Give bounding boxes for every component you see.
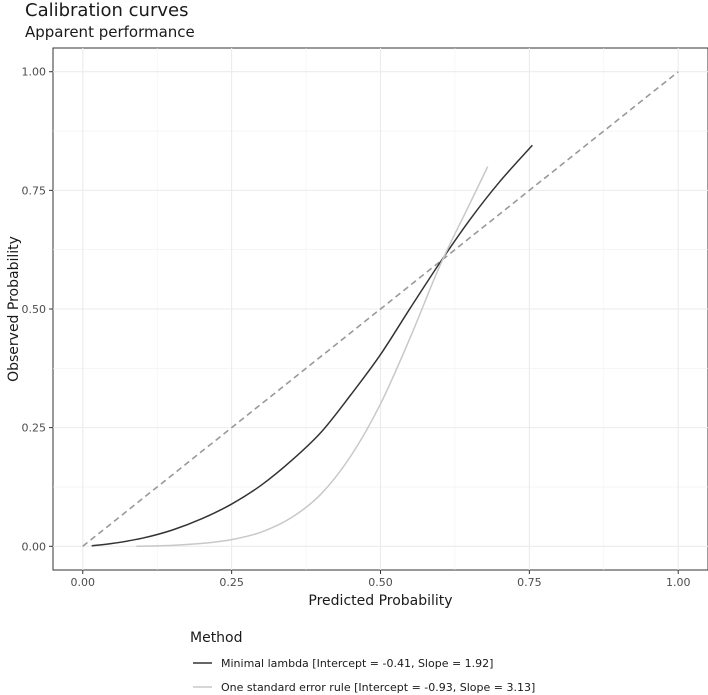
chart-subtitle: Apparent performance (25, 23, 195, 41)
axis-layer: 0.00 0.25 0.50 0.75 1.00 0.00 0.25 0.50 0.75 1.00 (22, 66, 691, 589)
legend-title: Method (190, 630, 243, 646)
legend-label-1: Minimal lambda [Intercept = -0.41, Slope… (221, 657, 493, 670)
x-tick-label: 0.25 (219, 576, 244, 589)
series-line-2 (136, 166, 489, 548)
reference-diagonal-line (82, 71, 679, 547)
y-axis-title: Observed Probability (6, 236, 22, 382)
x-tick-label: 1.00 (666, 576, 691, 589)
series-line-1 (91, 144, 533, 547)
x-tick-label: 0.00 (71, 576, 96, 589)
x-axis-title: Predicted Probability (308, 593, 452, 609)
reference-line-layer (82, 71, 679, 547)
y-tick-label: 0.00 (22, 540, 47, 553)
y-tick-label: 0.25 (22, 422, 47, 435)
legend: Method Minimal lambda [Intercept = -0.41… (190, 630, 535, 694)
x-tick-label: 0.50 (368, 576, 393, 589)
y-tick-label: 0.50 (22, 303, 47, 316)
x-tick-label: 0.75 (517, 576, 542, 589)
y-tick-label: 1.00 (22, 66, 47, 79)
y-tick-label: 0.75 (22, 184, 47, 197)
legend-label-2: One standard error rule [Intercept = -0.… (221, 681, 535, 694)
series-layer (91, 144, 533, 548)
chart-title: Calibration curves (25, 0, 189, 21)
